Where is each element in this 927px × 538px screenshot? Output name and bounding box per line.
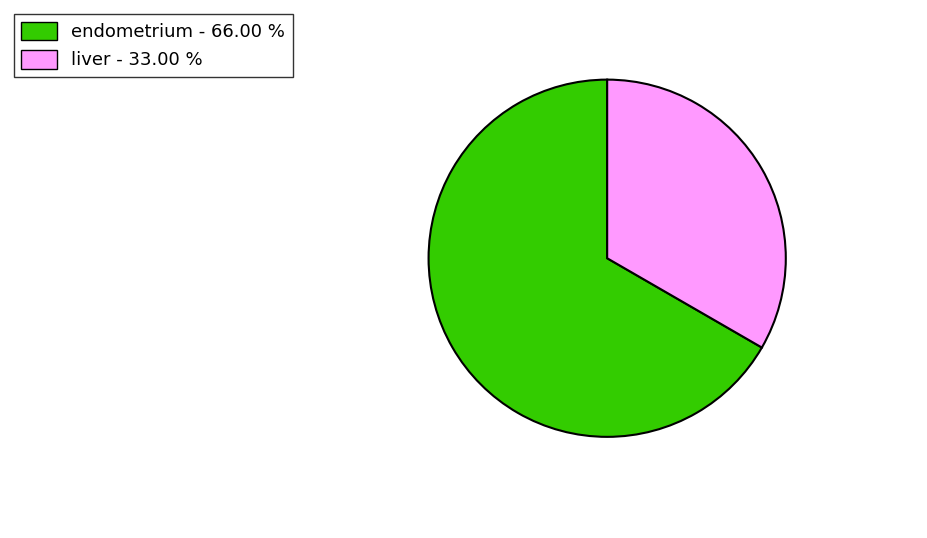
Wedge shape (428, 80, 762, 437)
Wedge shape (607, 80, 786, 348)
Legend: endometrium - 66.00 %, liver - 33.00 %: endometrium - 66.00 %, liver - 33.00 % (14, 15, 293, 76)
